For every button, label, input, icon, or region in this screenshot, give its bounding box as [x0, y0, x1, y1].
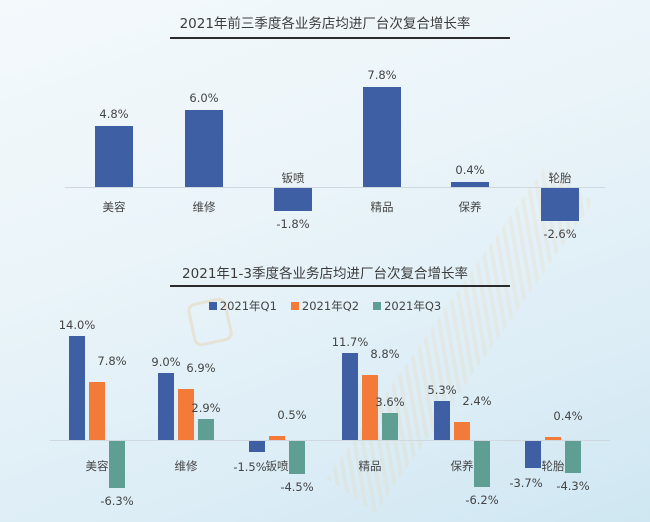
chart1-category-label: 轮胎	[548, 171, 572, 185]
chart2-value-label: -4.5%	[280, 480, 314, 495]
chart2-bar-2021年Q1	[249, 441, 265, 453]
chart2-bar-2021年Q2	[89, 382, 105, 440]
chart1-value-label: -1.8%	[276, 217, 310, 232]
chart1-title-rule	[170, 37, 510, 39]
chart1-title: 2021年前三季度各业务店均进厂台次复合增长率	[179, 16, 471, 32]
chart2-category-label: 美容	[85, 459, 109, 473]
chart2-value-label: 14.0%	[58, 318, 96, 333]
chart2-axis	[50, 440, 610, 441]
legend-swatch-q2	[290, 302, 299, 310]
chart1-bar	[363, 87, 401, 187]
chart1-bar	[185, 110, 223, 187]
chart2-category-label: 维修	[174, 459, 198, 473]
chart2-value-label: 0.4%	[553, 409, 583, 423]
chart2-value-label: 2.4%	[462, 394, 492, 409]
chart1-value-label: 4.8%	[99, 106, 129, 121]
chart2-bar-2021年Q3	[198, 418, 214, 440]
chart1-bar	[274, 188, 312, 212]
chart2-bar-2021年Q2	[178, 388, 194, 440]
chart2-value-label: -3.7%	[509, 476, 543, 491]
chart2-bar-2021年Q3	[109, 441, 125, 488]
chart1-value-label: -2.6%	[543, 227, 577, 242]
chart2-bar-2021年Q3	[289, 441, 305, 475]
chart1-category-label: 钣喷	[281, 171, 305, 185]
chart1-category-label: 精品	[370, 200, 394, 214]
chart2-value-label: -6.3%	[100, 493, 134, 508]
chart2-title-rule	[170, 285, 510, 287]
legend-label-q2: 2021年Q2	[301, 299, 360, 313]
chart1-bar	[451, 181, 489, 187]
chart2-value-label: -4.3%	[556, 478, 590, 493]
chart2-value-label: -1.5%	[233, 460, 267, 475]
chart2-category-label: 保养	[450, 459, 474, 473]
chart1-category-label: 美容	[102, 200, 126, 214]
chart2-category-label: 轮胎	[541, 459, 565, 473]
chart2-bar-2021年Q1	[69, 336, 85, 440]
chart2-value-label: 8.8%	[370, 346, 400, 361]
chart2-bar-2021年Q1	[525, 441, 541, 469]
chart2-value-label: 2.9%	[191, 400, 221, 415]
chart2-value-label: 9.0%	[151, 355, 181, 370]
chart2-bar-2021年Q1	[158, 373, 174, 440]
chart2-value-label: -6.2%	[465, 492, 499, 507]
chart2-value-label: 3.6%	[375, 395, 405, 410]
chart2-title: 2021年1-3季度各业务店均进厂台次复合增长率	[182, 266, 468, 282]
legend-item-q1: 2021年Q1	[208, 298, 277, 314]
chart1-value-label: 0.4%	[455, 162, 485, 177]
chart2-category-label: 钣喷	[265, 459, 289, 473]
chart2-bar-2021年Q3	[565, 441, 581, 473]
chart1-bar	[95, 125, 133, 187]
chart1-axis	[65, 187, 605, 188]
chart2-value-label: 0.5%	[277, 408, 307, 423]
chart1-category-label: 维修	[192, 200, 216, 214]
legend-item-q2: 2021年Q2	[290, 298, 360, 314]
chart2-value-label: 6.9%	[186, 360, 216, 375]
chart2-bar-2021年Q1	[342, 353, 358, 440]
chart2-bar-2021年Q2	[454, 422, 470, 440]
chart1-value-label: 6.0%	[189, 91, 219, 106]
chart1-value-label: 7.8%	[367, 68, 397, 83]
chart2-value-label: 7.8%	[97, 354, 127, 369]
chart2-bar-2021年Q2	[362, 374, 378, 440]
legend-swatch-q1	[208, 302, 217, 310]
chart2-bar-2021年Q1	[434, 400, 450, 440]
chart2-value-label: 5.3%	[427, 382, 457, 397]
chart1-category-label: 保养	[458, 200, 482, 214]
chart2-bar-2021年Q2	[545, 437, 561, 440]
chart2-category-label: 精品	[358, 459, 382, 473]
legend-label-q3: 2021年Q3	[384, 299, 442, 313]
chart2-legend: 2021年Q1 2021年Q2 2021年Q3	[0, 298, 650, 314]
legend-item-q3: 2021年Q3	[373, 298, 441, 314]
chart2-bar-2021年Q3	[474, 441, 490, 487]
chart2-value-label: 11.7%	[331, 335, 369, 350]
legend-swatch-q3	[373, 302, 382, 310]
legend-label-q1: 2021年Q1	[219, 299, 277, 313]
chart2-bar-2021年Q3	[382, 413, 398, 440]
chart1-bar	[541, 188, 579, 222]
chart2-bar-2021年Q2	[269, 436, 285, 440]
